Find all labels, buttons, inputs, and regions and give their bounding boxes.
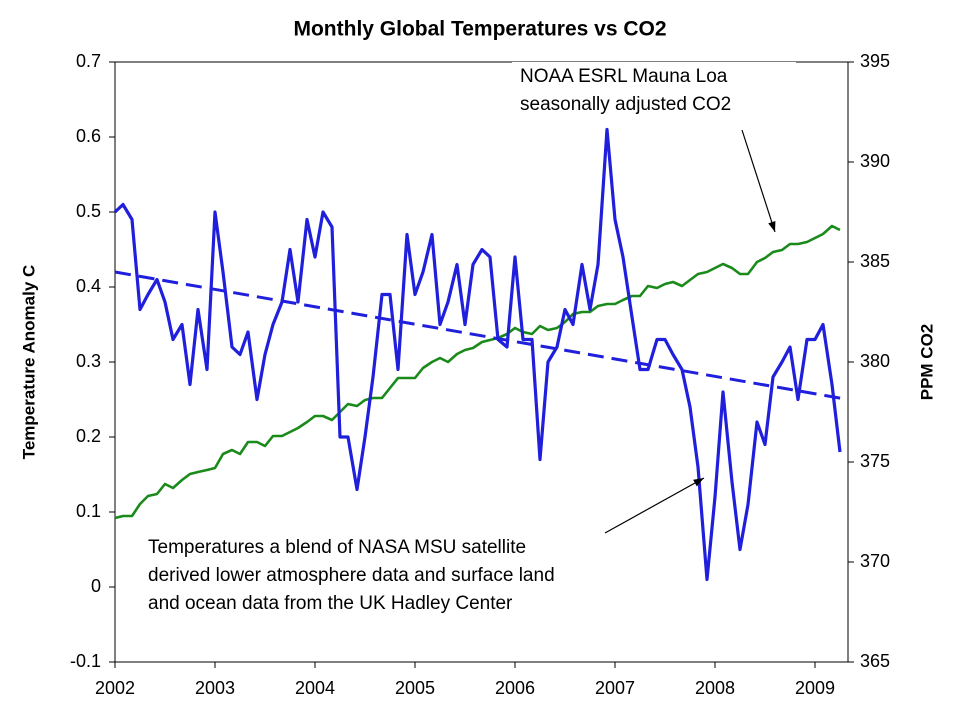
x-tick-label: 2008 bbox=[695, 678, 735, 698]
y-tick-label: 0.4 bbox=[76, 276, 101, 296]
y2-tick-label: 375 bbox=[860, 451, 890, 471]
y-tick-label: 0.5 bbox=[76, 201, 101, 221]
annotation-text: and ocean data from the UK Hadley Center bbox=[148, 593, 513, 614]
annotation-arrow bbox=[604, 477, 705, 534]
y-tick-label: 0 bbox=[91, 576, 101, 596]
annotation-text: NOAA ESRL Mauna Loa bbox=[520, 66, 728, 87]
x-tick-label: 2007 bbox=[595, 678, 635, 698]
x-tick-label: 2002 bbox=[95, 678, 135, 698]
y-tick-label: -0.1 bbox=[70, 651, 101, 671]
annotation-text: seasonally adjusted CO2 bbox=[520, 94, 731, 115]
y2-tick-label: 390 bbox=[860, 151, 890, 171]
annotation-arrow bbox=[741, 129, 776, 233]
trend-line bbox=[114, 270, 849, 401]
annotation-box bbox=[140, 533, 674, 621]
x-tick-label: 2009 bbox=[795, 678, 835, 698]
y2-tick-label: 395 bbox=[860, 51, 890, 71]
data-line bbox=[114, 224, 841, 520]
y2-tick-label: 380 bbox=[860, 351, 890, 371]
y-tick-label: 0.3 bbox=[76, 351, 101, 371]
y2-tick-label: 365 bbox=[860, 651, 890, 671]
arrow-head bbox=[768, 221, 776, 232]
x-tick-label: 2004 bbox=[295, 678, 335, 698]
arrow-head bbox=[693, 478, 704, 487]
y2-tick-label: 385 bbox=[860, 251, 890, 271]
y-tick-label: 0.1 bbox=[76, 501, 101, 521]
y2-axis-label: PPM CO2 bbox=[917, 324, 936, 401]
chart-title: Monthly Global Temperatures vs CO2 bbox=[293, 18, 666, 41]
data-line bbox=[113, 127, 842, 582]
annotation-box bbox=[512, 62, 796, 120]
annotation-text: Temperatures a blend of NASA MSU satelli… bbox=[148, 537, 526, 558]
x-tick-label: 2006 bbox=[495, 678, 535, 698]
x-tick-label: 2005 bbox=[395, 678, 435, 698]
y-tick-label: 0.2 bbox=[76, 426, 101, 446]
y-tick-label: 0.7 bbox=[76, 51, 101, 71]
y-tick-label: 0.6 bbox=[76, 126, 101, 146]
x-tick-label: 2003 bbox=[195, 678, 235, 698]
annotation-text: derived lower atmosphere data and surfac… bbox=[148, 565, 555, 586]
y2-tick-label: 370 bbox=[860, 551, 890, 571]
y-axis-label: Temperature Anomaly C bbox=[19, 265, 38, 460]
